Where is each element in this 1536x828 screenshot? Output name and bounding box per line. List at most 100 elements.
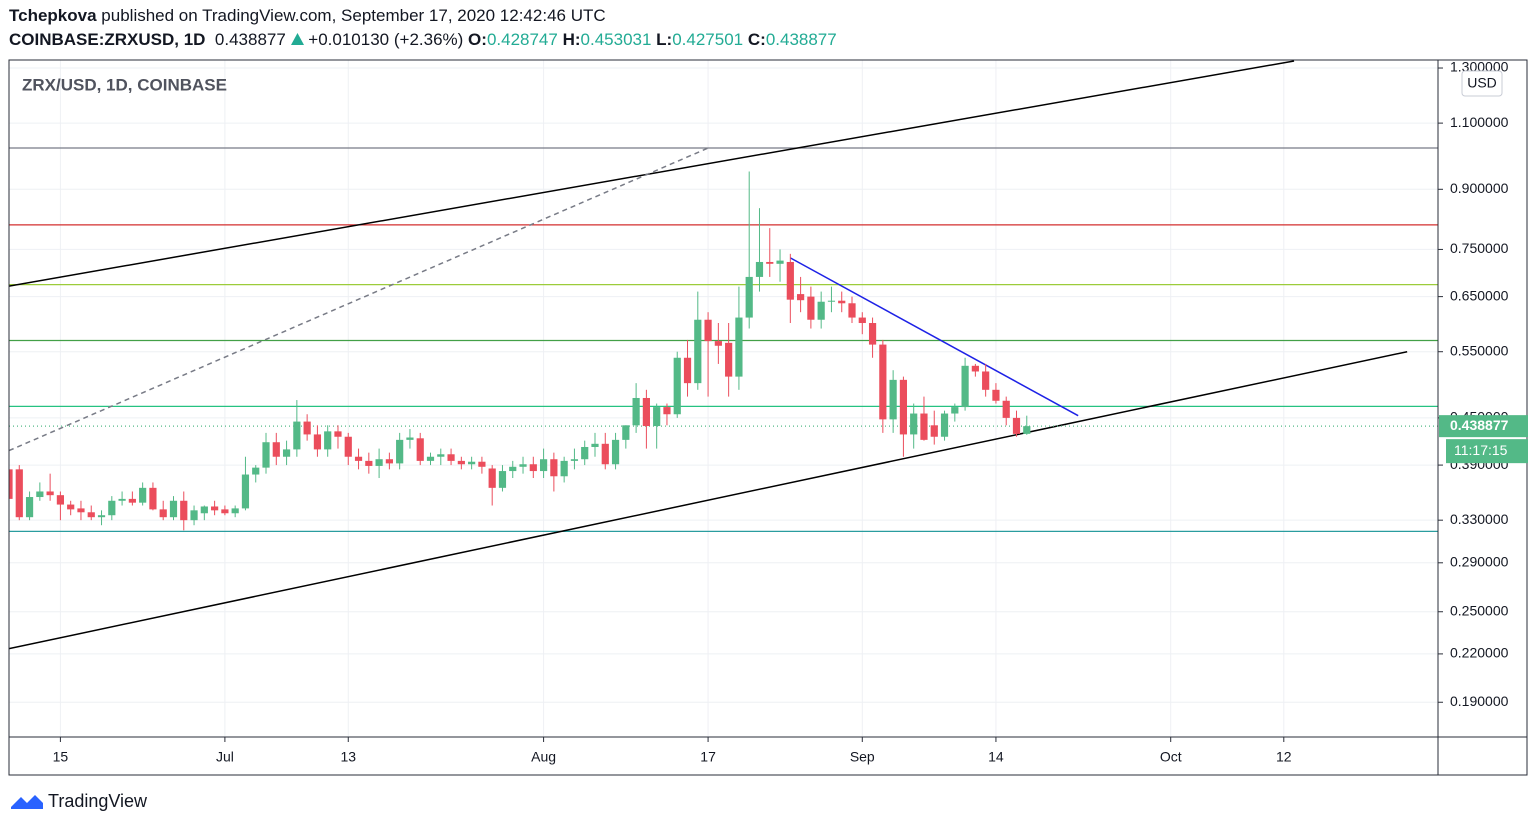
candle-body (539, 459, 548, 472)
close-label: C: (747, 30, 766, 49)
candle-body (282, 449, 291, 457)
open-label: O: (468, 30, 487, 49)
y-tick-label: 0.900000 (1450, 180, 1509, 196)
candle-body (961, 365, 969, 408)
candle-body (457, 460, 465, 465)
candle-body (786, 261, 794, 300)
candle-body (848, 303, 856, 318)
candle-body (951, 407, 959, 414)
candle-body (478, 461, 486, 467)
candle-body (694, 319, 702, 384)
candle-body (293, 421, 301, 450)
candle-body (560, 460, 568, 477)
high-value: 0.453031 (580, 30, 652, 49)
candle-body (128, 498, 136, 503)
candle-body (519, 464, 527, 467)
candle-body (868, 323, 877, 345)
candle-body (940, 413, 949, 437)
candle-body (838, 300, 846, 304)
candle-body (889, 379, 897, 420)
candle-body (252, 467, 260, 475)
candle-body (416, 438, 424, 461)
y-tick-label: 0.190000 (1450, 693, 1509, 709)
candle-body (334, 431, 342, 437)
candle-body (642, 397, 650, 427)
axes: 15 Jul 13 Aug 17 Sep 14 Oct 121.3000001.1000000.… (53, 59, 1528, 765)
candle-body (118, 498, 126, 501)
candle-body (46, 491, 54, 496)
candle-body (683, 357, 692, 384)
candle-body (611, 439, 620, 465)
countdown-box (1446, 439, 1528, 464)
trend-line (9, 147, 709, 452)
candle-body (262, 442, 270, 468)
candle-body (807, 296, 815, 320)
candle-body (704, 319, 712, 342)
candle-body (211, 506, 219, 511)
trend-line (9, 60, 1295, 287)
candle-body (149, 487, 157, 510)
candle-body (570, 459, 579, 461)
change: +0.010130 (+2.36%) (308, 30, 464, 49)
x-tick-label: Sep (850, 749, 875, 765)
low-label: L: (656, 30, 673, 49)
trend-line (9, 350, 1408, 650)
candle-body (879, 344, 887, 420)
price-label-box (1439, 415, 1528, 438)
candle-body (272, 442, 280, 457)
candle-body (735, 317, 743, 377)
candle-body (375, 459, 383, 466)
y-tick-label: 1.100000 (1450, 114, 1509, 130)
price-label: 0.438877 (1450, 417, 1509, 433)
y-tick-label: 0.750000 (1450, 240, 1509, 256)
candle-body (1023, 426, 1031, 434)
candle-body (663, 407, 671, 415)
y-tick-label: 0.290000 (1450, 553, 1509, 569)
symbol-line: COINBASE:ZRXUSD, 1D 0.438877 +0.010130 (… (9, 30, 837, 50)
candle-body (899, 379, 908, 435)
candle-body (354, 456, 363, 461)
x-tick-label: Oct (1160, 749, 1182, 765)
candle-body (797, 294, 805, 301)
candle-body (406, 437, 414, 440)
candle-body (139, 487, 147, 503)
candle-body (817, 301, 825, 320)
y-tick-label: 0.330000 (1450, 511, 1509, 527)
candle-body (982, 371, 990, 390)
candle-body (169, 500, 178, 518)
publish-line: Tchepkova published on TradingView.com, … (9, 6, 606, 26)
candle-body (498, 471, 507, 488)
candle-body (25, 497, 34, 518)
candle-body (745, 276, 753, 318)
candle-body (221, 509, 229, 514)
y-tick-label: 0.650000 (1450, 287, 1509, 303)
currency: USD (1467, 75, 1497, 91)
candle-body (622, 425, 630, 440)
candle-body (426, 456, 435, 461)
candle-body (766, 261, 774, 264)
logo (11, 795, 43, 809)
currency-box[interactable] (1461, 70, 1503, 97)
candle-body (303, 421, 311, 435)
candle-body (725, 342, 733, 377)
x-tick-label: Aug (531, 749, 556, 765)
high-label: H: (562, 30, 581, 49)
candle-body (15, 469, 23, 518)
close-value: 0.438877 (765, 30, 837, 49)
candle-body (385, 459, 393, 464)
x-tick-label: 13 (340, 749, 356, 765)
trend-line (789, 257, 1079, 417)
x-tick-label: 12 (1276, 749, 1292, 765)
candle-body (344, 436, 352, 457)
y-tick-label: 0.250000 (1450, 602, 1509, 618)
chart-legend: ZRX/USD, 1D, COINBASE (22, 75, 227, 94)
candle-body (365, 460, 373, 466)
candle-body (159, 509, 167, 518)
y-tick-label: 0.220000 (1450, 645, 1509, 661)
y-tick-label: 0.550000 (1450, 342, 1509, 358)
open-value: 0.428747 (486, 30, 558, 49)
candle-body (200, 506, 208, 514)
candle-body (437, 454, 445, 457)
